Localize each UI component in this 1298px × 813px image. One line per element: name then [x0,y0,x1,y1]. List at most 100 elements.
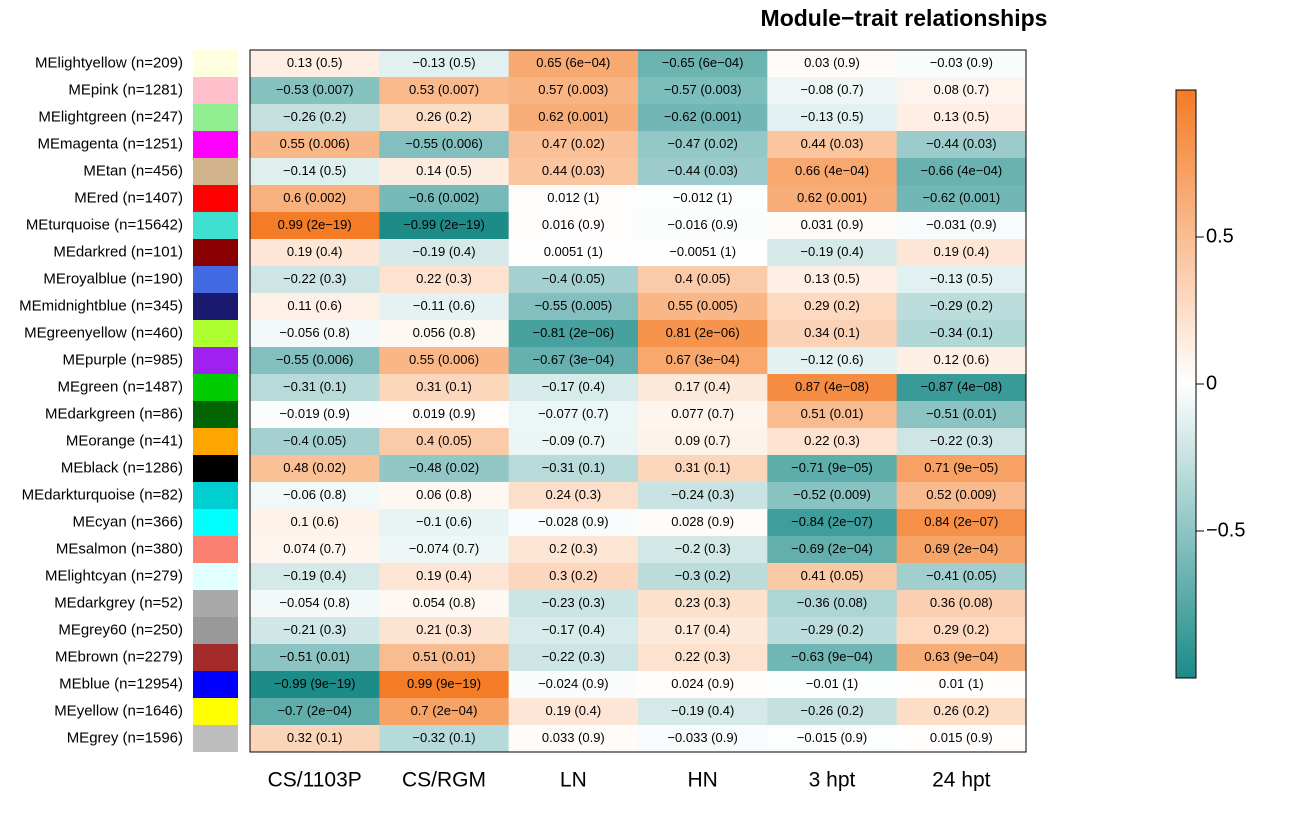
heatmap-cell [638,293,768,321]
cell-label: −0.48 (0.02) [409,460,479,475]
heatmap-cell [638,185,768,213]
column-label: 3 hpt [809,769,856,792]
cell-label: 0.024 (0.9) [671,676,734,691]
cell-label: −0.012 (1) [673,190,733,205]
cell-label: 0.51 (0.01) [413,649,476,664]
cell-label: 0.53 (0.007) [409,82,479,97]
cell-label: −0.71 (9e−05) [791,460,873,475]
heatmap-cell [896,401,1027,429]
cell-label: −0.028 (0.9) [538,514,608,529]
row-label: MEyellow (n=1646) [54,702,183,719]
cell-label: 0.44 (0.03) [801,136,864,151]
cell-label: 0.19 (0.4) [287,244,343,259]
cell-label: −0.12 (0.6) [800,352,863,367]
heatmap-cell [767,401,898,429]
cell-label: −0.016 (0.9) [667,217,737,232]
cell-label: 0.12 (0.6) [934,352,990,367]
cell-label: 0.36 (0.08) [930,595,993,610]
cell-label: 0.67 (3e−04) [666,352,740,367]
heatmap-cell [767,428,898,456]
cell-label: 0.4 (0.05) [675,271,731,286]
heatmap-cell [250,347,380,375]
heatmap-cell [250,77,380,105]
cell-label: −0.32 (0.1) [412,730,475,745]
cell-label: 0.24 (0.3) [546,487,602,502]
cell-label: 0.2 (0.3) [549,541,597,556]
heatmap-cell [379,617,510,645]
heatmap-cell [508,482,639,510]
heatmap-frame [249,49,1027,753]
cell-label: 0.51 (0.01) [801,406,864,421]
cell-label: −0.09 (0.7) [542,433,605,448]
heatmap-cell [379,455,510,483]
heatmap-cell [767,590,898,618]
heatmap-cell [508,320,639,348]
cell-label: −0.033 (0.9) [667,730,737,745]
heatmap-cell [896,563,1027,591]
heatmap-cell [896,320,1027,348]
module-swatch [193,725,238,752]
cell-label: 0.31 (0.1) [675,460,731,475]
row-label: MEgreenyellow (n=460) [24,324,183,341]
cell-label: 0.63 (9e−04) [924,649,998,664]
heatmap-cell [508,374,639,402]
cell-label: −0.21 (0.3) [283,622,346,637]
module-swatch [193,158,238,185]
heatmap-cell [767,482,898,510]
module-swatch [193,509,238,536]
heatmap-cell [250,428,380,456]
cell-label: 0.57 (0.003) [538,82,608,97]
cell-label: −0.55 (0.006) [276,352,354,367]
cell-label: −0.13 (0.5) [800,109,863,124]
heatmap-cell [250,563,380,591]
cell-label: 0.4 (0.05) [416,433,472,448]
colorbar-tick-label: 0.5 [1206,225,1234,247]
cell-label: −0.34 (0.1) [930,325,993,340]
heatmap-cell [508,158,639,186]
heatmap-cell [508,617,639,645]
heatmap-cell [508,455,639,483]
heatmap-cell [379,374,510,402]
heatmap-cell [508,266,639,294]
heatmap-cell [767,185,898,213]
cell-label: −0.08 (0.7) [800,82,863,97]
heatmap-cell [767,293,898,321]
module-swatch [193,212,238,239]
heatmap-cell [896,590,1027,618]
heatmap-cell [767,563,898,591]
cell-label: 0.1 (0.6) [290,514,338,529]
module-swatch [193,563,238,590]
row-label: MEdarkturquoise (n=82) [22,486,183,503]
cell-label: 0.65 (6e−04) [536,55,610,70]
cell-label: 0.015 (0.9) [930,730,993,745]
heatmap-cell [250,698,380,726]
cell-label: 0.17 (0.4) [675,379,731,394]
heatmap-cell [250,239,380,267]
cell-label: −0.19 (0.4) [800,244,863,259]
cell-label: −0.44 (0.03) [667,163,737,178]
heatmap-cell [638,644,768,672]
heatmap-cell [379,320,510,348]
heatmap-cell [896,617,1027,645]
heatmap-cell [379,725,510,753]
cell-label: −0.99 (2e−19) [403,217,485,232]
cell-label: −0.69 (2e−04) [791,541,873,556]
heatmap-cell [508,698,639,726]
cell-label: 0.3 (0.2) [549,568,597,583]
cell-label: 0.62 (0.001) [797,190,867,205]
cell-label: 0.6 (0.002) [283,190,346,205]
cell-label: −0.23 (0.3) [542,595,605,610]
cell-label: 0.22 (0.3) [416,271,472,286]
heatmap-cell [638,131,768,159]
cell-label: −0.41 (0.05) [926,568,996,583]
heatmap-cell [767,671,898,699]
cell-label: 0.87 (4e−08) [795,379,869,394]
cell-label: −0.51 (0.01) [926,406,996,421]
column-label: HN [687,769,717,792]
cell-label: 0.0051 (1) [544,244,603,259]
heatmap-cell [250,158,380,186]
heatmap-cell [896,77,1027,105]
cell-label: −0.4 (0.05) [283,433,346,448]
cell-label: 0.14 (0.5) [416,163,472,178]
heatmap-cell [638,104,768,132]
